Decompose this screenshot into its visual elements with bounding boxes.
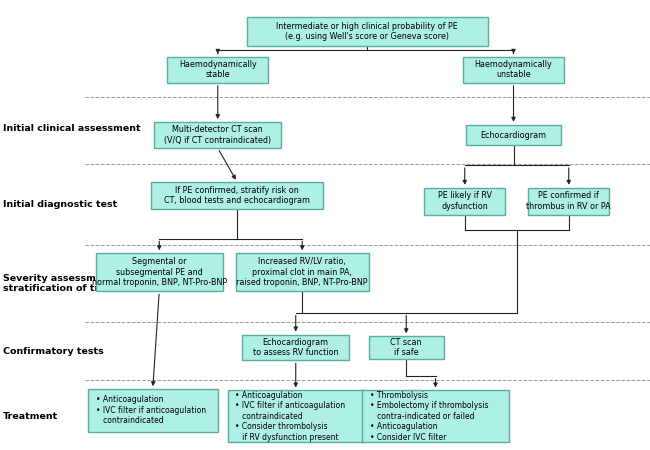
Text: Initial clinical assessment: Initial clinical assessment xyxy=(3,124,141,133)
FancyBboxPatch shape xyxy=(168,57,268,83)
FancyBboxPatch shape xyxy=(155,122,281,148)
Text: Echocardiogram
to assess RV function: Echocardiogram to assess RV function xyxy=(253,338,339,357)
FancyBboxPatch shape xyxy=(227,390,364,442)
FancyBboxPatch shape xyxy=(151,182,324,209)
Text: Initial diagnostic test: Initial diagnostic test xyxy=(3,200,118,209)
Text: Echocardiogram: Echocardiogram xyxy=(480,130,547,140)
Text: PE confirmed if
thrombus in RV or PA: PE confirmed if thrombus in RV or PA xyxy=(526,191,611,211)
FancyBboxPatch shape xyxy=(463,57,564,83)
Text: Multi-detector CT scan
(V/Q if CT contraindicated): Multi-detector CT scan (V/Q if CT contra… xyxy=(164,125,271,145)
Text: Increased RV/LV ratio,
proximal clot in main PA,
raised troponin, BNP, NT-Pro-BN: Increased RV/LV ratio, proximal clot in … xyxy=(237,257,368,287)
Text: • Anticoagulation
• IVC filter if anticoagulation
   contraindicated
• Consider : • Anticoagulation • IVC filter if antico… xyxy=(235,391,345,441)
FancyBboxPatch shape xyxy=(363,390,508,442)
FancyBboxPatch shape xyxy=(236,253,369,292)
Text: Intermediate or high clinical probability of PE
(e.g. using Well's score or Gene: Intermediate or high clinical probabilit… xyxy=(276,22,458,41)
Text: CT scan
if safe: CT scan if safe xyxy=(391,338,422,357)
FancyBboxPatch shape xyxy=(528,188,610,215)
Text: Haemodynamically
stable: Haemodynamically stable xyxy=(179,60,257,80)
FancyBboxPatch shape xyxy=(96,253,222,292)
Text: Treatment: Treatment xyxy=(3,412,58,421)
FancyBboxPatch shape xyxy=(369,336,443,359)
Text: PE likely if RV
dysfunction: PE likely if RV dysfunction xyxy=(437,191,492,211)
Text: If PE confirmed, stratify risk on
CT, blood tests and echocardiogram: If PE confirmed, stratify risk on CT, bl… xyxy=(164,186,310,206)
Text: Haemodynamically
unstable: Haemodynamically unstable xyxy=(474,60,552,80)
FancyBboxPatch shape xyxy=(467,125,560,145)
FancyBboxPatch shape xyxy=(242,335,350,360)
FancyBboxPatch shape xyxy=(247,17,488,46)
Text: Segmental or
subsegmental PE and
normal troponin, BNP, NT-Pro-BNP: Segmental or subsegmental PE and normal … xyxy=(92,257,227,287)
Text: Confirmatory tests: Confirmatory tests xyxy=(3,346,104,356)
FancyBboxPatch shape xyxy=(88,389,218,432)
FancyBboxPatch shape xyxy=(424,188,506,215)
Text: • Thrombolysis
• Embolectomy if thrombolysis
   contra-indicated or failed
• Ant: • Thrombolysis • Embolectomy if thrombol… xyxy=(370,391,489,441)
Text: • Anticoagulation
• IVC filter if anticoagulation
   contraindicated: • Anticoagulation • IVC filter if antico… xyxy=(96,396,205,425)
Text: Severity assessment for
stratification of treatment: Severity assessment for stratification o… xyxy=(3,274,144,293)
